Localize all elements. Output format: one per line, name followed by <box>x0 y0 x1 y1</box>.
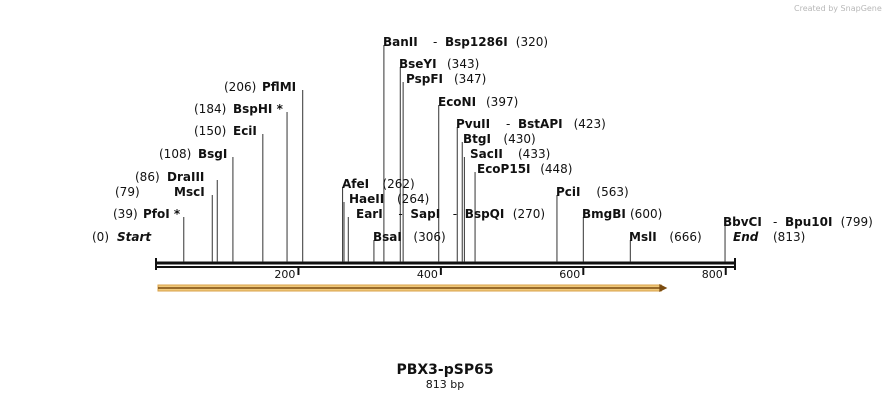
site-label-bsphi[interactable]: (184) BspHI * <box>194 102 284 116</box>
site-label-ecop15i[interactable]: EcoP15I (448) <box>477 162 572 176</box>
feature-arrow[interactable] <box>157 284 668 292</box>
site-name: BanII <box>383 35 418 49</box>
site-name: MscI <box>174 185 205 199</box>
end-position: (813) <box>773 230 805 244</box>
site-name-separator: - <box>398 207 402 221</box>
site-position: (108) <box>159 147 191 161</box>
site-position: (320) <box>516 35 548 49</box>
site-name: BstAPI <box>518 117 563 131</box>
site-name: PciI <box>556 185 581 199</box>
site-position: (433) <box>518 147 550 161</box>
site-position: (39) <box>113 207 138 221</box>
site-position: (306) <box>413 230 445 244</box>
end-name: End <box>733 230 759 244</box>
site-name: MslI <box>629 230 657 244</box>
site-name-separator: - <box>453 207 457 221</box>
site-position: (206) <box>224 80 256 94</box>
site-position: (666) <box>669 230 701 244</box>
scale-ticks: 200 400 600 800 <box>274 267 727 281</box>
site-label-econi[interactable]: EcoNI (397) <box>438 95 518 109</box>
site-name: DraIII <box>167 170 204 184</box>
site-label-bsai[interactable]: BsaI (306) <box>373 230 446 244</box>
site-label-bsgi[interactable]: (108) BsgI <box>159 147 227 161</box>
snapgene-credit: Created by SnapGene <box>794 4 882 13</box>
site-name: BseYI <box>399 57 437 71</box>
site-label-bbvci[interactable]: BbvCI - Bpu10I (799) <box>723 215 873 229</box>
site-name: BbvCI <box>723 215 762 229</box>
site-name: HaeII <box>349 192 384 206</box>
site-name: BspQI <box>465 207 505 221</box>
site-label-msli[interactable]: MslI (666) <box>629 230 702 244</box>
site-name: EcoNI <box>438 95 476 109</box>
site-position: (343) <box>447 57 479 71</box>
site-label-pflmi[interactable]: (206) PflMI <box>224 80 296 94</box>
site-label-btgi[interactable]: BtgI (430) <box>463 132 536 146</box>
site-label-msci[interactable]: (79) MscI <box>115 185 205 199</box>
scale-tick-label: 200 <box>274 268 295 281</box>
site-labels: (39) PfoI *(79) MscI (86) DraIII (108) BsgI (15… <box>113 35 873 244</box>
site-name: PfoI * <box>143 207 181 221</box>
site-position: (799) <box>841 215 873 229</box>
site-position: (262) <box>382 177 414 191</box>
site-name: EciI <box>233 124 257 138</box>
site-position: (600) <box>630 207 662 221</box>
start-label: (0) Start <box>92 230 152 244</box>
site-name: PvuII <box>456 117 490 131</box>
site-position: (270) <box>513 207 545 221</box>
site-position: (150) <box>194 124 226 138</box>
start-position: (0) <box>92 230 109 244</box>
site-label-banii[interactable]: BanII - Bsp1286I (320) <box>383 35 548 49</box>
site-name: PspFI <box>406 72 443 86</box>
site-position: (86) <box>135 170 160 184</box>
site-name: Bsp1286I <box>445 35 508 49</box>
site-name: BspHI * <box>233 102 284 116</box>
site-position: (448) <box>540 162 572 176</box>
site-label-pcii[interactable]: PciI (563) <box>556 185 629 199</box>
site-position: (563) <box>596 185 628 199</box>
site-name-separator: - <box>433 35 437 49</box>
site-name: EcoP15I <box>477 162 531 176</box>
site-label-pfoi[interactable]: (39) PfoI * <box>113 207 181 221</box>
end-label: End (813) <box>733 230 805 244</box>
site-label-draiii[interactable]: (86) DraIII <box>135 170 204 184</box>
site-position: (264) <box>397 192 429 206</box>
site-position: (430) <box>503 132 535 146</box>
site-position: (347) <box>454 72 486 86</box>
site-label-pvuii[interactable]: PvuII - BstAPI (423) <box>456 117 606 131</box>
site-name: SacII <box>470 147 503 161</box>
site-label-sacii[interactable]: SacII (433) <box>470 147 550 161</box>
site-label-afei[interactable]: AfeI (262) <box>342 177 415 191</box>
site-name-separator: - <box>506 117 510 131</box>
site-name: BmgBI <box>582 207 626 221</box>
scale-tick-label: 600 <box>559 268 580 281</box>
start-name: Start <box>117 230 152 244</box>
site-lines <box>183 45 726 262</box>
site-position: (184) <box>194 102 226 116</box>
site-label-pspfi[interactable]: PspFI (347) <box>406 72 486 86</box>
map-title: PBX3-pSP65 <box>396 362 493 378</box>
site-position: (423) <box>574 117 606 131</box>
site-label-haeii[interactable]: HaeII (264) <box>349 192 429 206</box>
site-name: SapI <box>410 207 440 221</box>
site-name: BtgI <box>463 132 491 146</box>
site-name: Bpu10I <box>785 215 832 229</box>
scale-tick-label: 800 <box>702 268 723 281</box>
site-name: BsaI <box>373 230 402 244</box>
site-label-ecii[interactable]: (150) EciI <box>194 124 257 138</box>
site-position: (79) <box>115 185 140 199</box>
site-label-bseyi[interactable]: BseYI (343) <box>399 57 479 71</box>
feature-arrow-head <box>659 284 668 292</box>
site-name: AfeI <box>342 177 369 191</box>
site-label-bmgbi[interactable]: BmgBI (600) <box>582 207 662 221</box>
site-name: EarI <box>356 207 383 221</box>
site-position: (397) <box>486 95 518 109</box>
scale-tick-label: 400 <box>417 268 438 281</box>
site-name-separator: - <box>773 215 777 229</box>
site-name: PflMI <box>262 80 296 94</box>
dna-backbone <box>155 258 736 270</box>
site-name: BsgI <box>198 147 227 161</box>
site-label-eari[interactable]: EarI - SapI - BspQI (270) <box>356 207 545 221</box>
map-length: 813 bp <box>426 378 464 391</box>
